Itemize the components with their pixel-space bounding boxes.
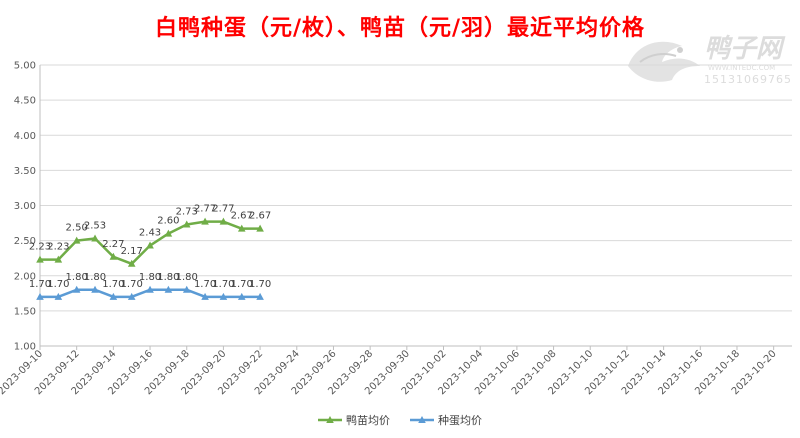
- legend-marker: [326, 416, 334, 423]
- legend: 鸭苗均价 种蛋均价: [318, 413, 482, 427]
- data-point: [146, 241, 154, 249]
- y-tick-label: 2.00: [14, 271, 36, 282]
- data-point: [36, 292, 44, 300]
- data-label: 1.80: [176, 272, 198, 283]
- data-label: 2.23: [47, 242, 69, 253]
- y-tick-label: 1.00: [14, 342, 36, 353]
- legend-label: 种蛋均价: [438, 413, 482, 427]
- data-label: 1.70: [121, 279, 143, 290]
- data-label: 2.50: [66, 223, 88, 234]
- data-point: [237, 224, 246, 232]
- data-point: [127, 259, 136, 267]
- y-tick-label: 4.00: [14, 131, 36, 142]
- data-label: 1.70: [212, 279, 234, 290]
- data-point: [127, 292, 136, 300]
- data-label: 2.27: [102, 239, 124, 250]
- data-point: [201, 292, 209, 300]
- watermark-name: 鸭子网: [704, 34, 786, 64]
- data-point: [201, 217, 209, 225]
- y-tick-label: 5.00: [14, 61, 36, 72]
- data-point: [36, 255, 44, 263]
- data-label: 1.70: [249, 279, 271, 290]
- gridlines: [40, 64, 792, 312]
- watermark-site: WWW.INTEDC.COM: [708, 64, 775, 72]
- data-point: [109, 252, 118, 260]
- data-label: 1.80: [139, 272, 161, 283]
- data-label: 2.23: [29, 242, 51, 253]
- data-point: [109, 292, 118, 300]
- legend-item-1: 鸭苗均价: [318, 414, 390, 427]
- data-point: [54, 292, 63, 300]
- data-label: 2.77: [194, 204, 216, 215]
- data-label: 1.70: [29, 279, 51, 290]
- legend-item-2: 种蛋均价: [410, 413, 482, 427]
- data-point: [182, 220, 191, 228]
- chart-title: 白鸭种蛋（元/枚）、鸭苗（元/羽）最近平均价格: [154, 16, 646, 41]
- data-point: [164, 285, 173, 293]
- data-point: [72, 285, 81, 293]
- data-label: 1.70: [231, 279, 253, 290]
- data-label: 2.60: [157, 216, 179, 227]
- data-label: 2.17: [121, 246, 143, 257]
- data-label: 1.80: [84, 272, 106, 283]
- data-label: 1.80: [157, 272, 179, 283]
- data-point: [164, 229, 173, 237]
- duck-logo-icon: [628, 41, 700, 82]
- watermark: 鸭子网 WWW.INTEDC.COM 15131069765: [628, 34, 792, 86]
- data-label: 1.70: [194, 279, 216, 290]
- data-point: [219, 292, 228, 300]
- legend-label: 鸭苗均价: [346, 414, 390, 427]
- y-axis: 1.00 1.50 2.00 2.50 3.00 3.50 4.00 4.50 5.00: [14, 61, 41, 353]
- y-tick-label: 1.50: [14, 306, 36, 317]
- data-point: [72, 236, 81, 244]
- data-label: 2.73: [176, 206, 198, 217]
- x-axis: 2023-09-102023-09-122023-09-142023-09-16…: [0, 345, 792, 397]
- data-point: [91, 234, 99, 242]
- data-label: 2.43: [139, 228, 161, 239]
- data-label: 1.80: [66, 272, 88, 283]
- y-tick-label: 4.50: [14, 96, 36, 107]
- legend-marker: [418, 416, 426, 423]
- y-tick-label: 3.50: [14, 166, 36, 177]
- data-label: 2.53: [84, 221, 106, 232]
- data-label: 2.67: [231, 211, 253, 222]
- data-label: 2.67: [249, 211, 271, 222]
- data-label: 2.77: [212, 204, 234, 215]
- data-point: [237, 292, 246, 300]
- data-point: [182, 285, 191, 293]
- series-2: 1.701.701.801.801.701.701.801.801.801.70…: [29, 272, 271, 300]
- y-tick-label: 2.50: [14, 236, 36, 247]
- data-point: [54, 255, 63, 263]
- y-tick-label: 3.00: [14, 201, 36, 212]
- data-label: 1.70: [102, 279, 124, 290]
- data-point: [146, 285, 154, 293]
- data-point: [91, 285, 99, 293]
- data-point: [219, 217, 228, 225]
- watermark-phone: 15131069765: [704, 73, 792, 86]
- data-point: [256, 224, 264, 232]
- data-point: [256, 292, 264, 300]
- series-layer: 2.232.232.502.532.272.172.432.602.732.77…: [29, 204, 271, 300]
- data-label: 1.70: [47, 279, 69, 290]
- series-1: 2.232.232.502.532.272.172.432.602.732.77…: [29, 204, 271, 267]
